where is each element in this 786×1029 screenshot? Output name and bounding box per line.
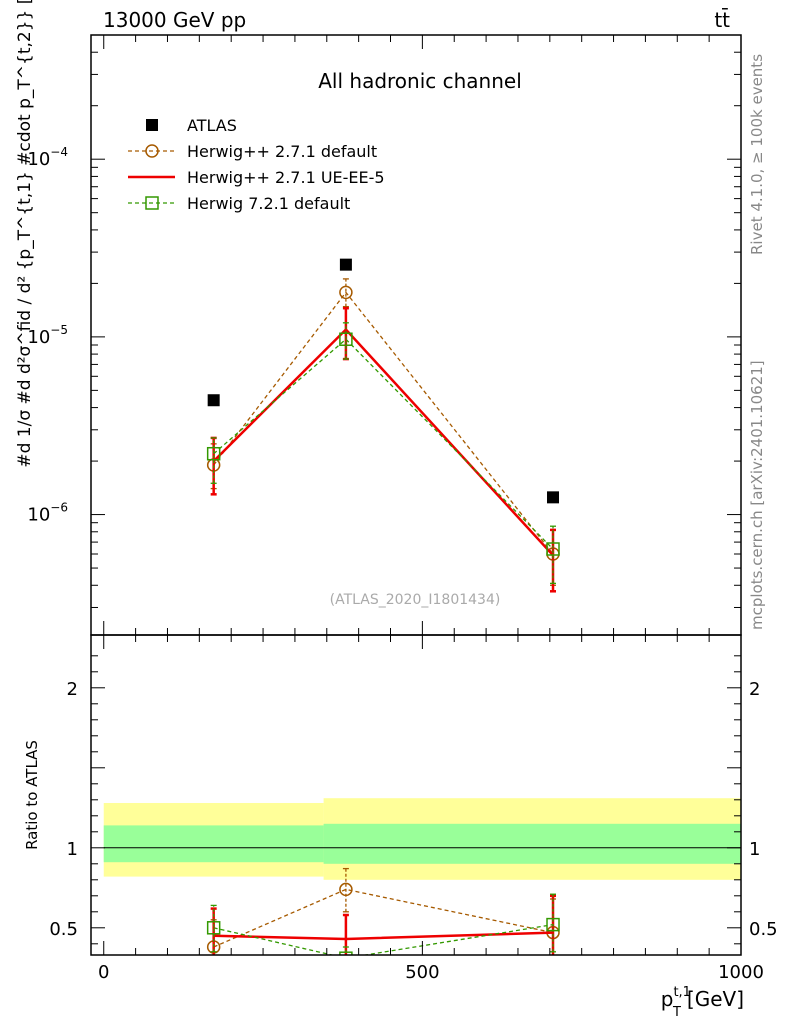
ratio-y-tick-label-right: 2 [749,679,760,700]
ratio-panel: 0 500 1000 0.5 0.5 1 1 2 2 Ratio to ATLAS pt,1 T [… [23,634,778,1020]
ratio-axes: 0 500 1000 0.5 0.5 1 1 2 2 [49,635,778,983]
rivet-label: Rivet 4.1.0, ≥ 100k events [748,54,766,255]
main-y-tick-label: 10−5 [27,323,68,348]
legend-label-h271def: Herwig++ 2.7.1 default [187,142,377,161]
x-tick-label: 0 [98,962,109,983]
legend-marker-h271def [145,144,159,158]
legend-label-atlas: ATLAS [187,116,237,135]
legend-label-h721def: Herwig 7.2.1 default [187,194,350,213]
watermark: (ATLAS_2020_I1801434) [330,592,501,608]
main-point-atlas [207,394,220,407]
ratio-y-tick-label-right: 0.5 [749,919,778,940]
ratio-line-h721def [213,923,554,955]
mcplots-label: mcplots.cern.ch [arXiv:2401.10621] [748,360,766,630]
main-point-h721def [339,332,353,346]
ratio-y-tick-label: 2 [67,679,78,700]
x-axis-label-main: p [661,987,674,1011]
band-stat_unc [103,825,324,863]
ratio-y-tick-label-right: 1 [749,839,760,860]
main-y-axis-label: #d 1/σ #d d²σ^fid / d² {p_T^{t,1} #cdot … [15,0,35,468]
ratio-point-h721def [339,951,353,955]
main-point-atlas [339,258,352,271]
x-axis-label-unit: [GeV] [687,987,744,1011]
main-point-atlas [547,491,560,504]
x-tick-label: 1000 [718,962,764,983]
x-tick-label: 500 [405,962,439,983]
main-line-h721def [213,338,554,550]
main-panel: All hadronic channel (ATLAS_2020_I180143… [15,0,742,636]
x-axis-label-sup: t,1 [673,985,691,1000]
main-point-h721def [206,446,221,461]
ratio-point-h721def [206,921,221,935]
legend-marker-atlas [146,119,158,131]
ratio-y-tick-label: 0.5 [49,919,78,940]
main-axes: 10−6 10−5 10−4 [27,34,742,635]
x-axis-label: pt,1 T [GeV] [661,985,744,1020]
ratio-y-tick-label: 1 [67,839,78,860]
ratio-point-h721def [546,917,560,932]
main-line-h271def [213,291,554,555]
process-label: tt̄ [714,7,730,32]
band-stat_unc [323,823,741,864]
ratio-y-axis-label: Ratio to ATLAS [23,740,41,850]
main-point-h271def [339,285,353,300]
legend-marker-h721def [145,196,159,210]
ratio-frame [90,634,742,956]
legend: ATLAS Herwig++ 2.7.1 default Herwig++ 2.7.… [128,116,385,213]
energy-label: 13000 GeV pp [103,8,246,32]
x-axis-label-sub: T [672,1005,681,1020]
ratio-plot-area [103,798,741,955]
ratio-point-h271def [339,882,353,897]
main-y-tick-label: 10−4 [27,145,68,170]
main-y-tick-label: 10−6 [27,501,68,526]
main-plot-area [206,258,560,593]
legend-label-h271ue: Herwig++ 2.7.1 UE-EE-5 [187,168,385,187]
main-title: All hadronic channel [318,69,522,93]
main-point-h721def [546,542,560,556]
